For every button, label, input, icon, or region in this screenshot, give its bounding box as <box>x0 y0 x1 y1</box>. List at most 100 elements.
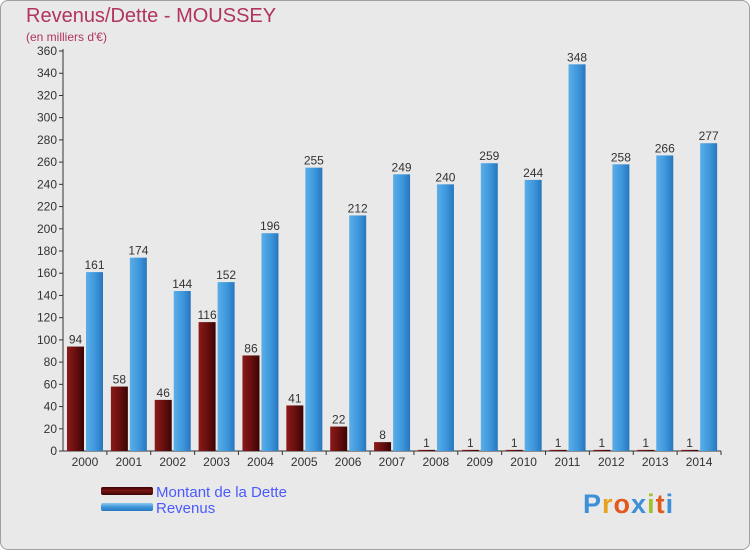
debt-bar <box>330 426 348 451</box>
y-tick-label: 140 <box>37 288 57 302</box>
logo-letter: t <box>655 489 666 519</box>
chart-title: Revenus/Dette - MOUSSEY <box>26 5 277 27</box>
revenue-bar <box>612 164 630 452</box>
revenue-bar <box>524 179 542 451</box>
revenue-bar <box>568 64 586 452</box>
logo-letter: r <box>602 489 614 519</box>
debt-bar <box>681 449 699 451</box>
revenue-data-label: 196 <box>260 219 280 233</box>
y-tick-label: 260 <box>37 155 57 169</box>
debt-data-label: 1 <box>423 436 430 450</box>
debt-bar <box>67 346 84 451</box>
y-tick-label: 60 <box>44 377 58 391</box>
y-tick-label: 220 <box>37 200 57 214</box>
x-tick-label: 2013 <box>642 455 669 469</box>
debt-bar <box>417 449 435 451</box>
debt-bar <box>549 449 567 451</box>
debt-bar <box>593 449 611 451</box>
revenue-bar <box>86 272 103 451</box>
chart-subtitle: (en milliers d'€) <box>26 30 107 44</box>
revenue-bar <box>656 155 674 451</box>
debt-data-label: 46 <box>157 386 171 400</box>
debt-data-label: 58 <box>113 373 127 387</box>
revenue-data-label: 249 <box>392 160 412 174</box>
y-tick-label: 100 <box>37 333 57 347</box>
revenue-data-label: 174 <box>128 244 148 258</box>
y-tick-label: 300 <box>37 111 57 125</box>
logo-letter: o <box>613 489 632 519</box>
debt-bar <box>286 405 304 451</box>
debt-bar <box>198 322 216 451</box>
revenue-data-label: 266 <box>655 141 675 155</box>
x-tick-label: 2011 <box>555 455 581 469</box>
revenue-bar <box>480 163 498 451</box>
y-tick-label: 200 <box>37 222 57 236</box>
y-tick-label: 360 <box>37 44 57 58</box>
y-tick-label: 340 <box>37 66 57 80</box>
revenue-bar <box>700 143 718 451</box>
debt-bar <box>154 399 172 451</box>
debt-bar <box>637 449 655 451</box>
revenue-bar <box>217 282 235 451</box>
y-tick-label: 160 <box>37 266 57 280</box>
y-tick-label: 40 <box>44 400 58 414</box>
y-tick-label: 120 <box>37 311 57 325</box>
revenue-data-label: 212 <box>348 201 368 215</box>
revenue-data-label: 152 <box>216 268 236 282</box>
revenue-bar <box>173 291 191 451</box>
debt-data-label: 1 <box>599 436 606 450</box>
y-tick-label: 180 <box>37 244 57 258</box>
revenue-data-label: 244 <box>523 166 543 180</box>
y-tick-label: 20 <box>44 422 58 436</box>
x-tick-label: 2002 <box>159 455 186 469</box>
debt-bar <box>242 355 260 451</box>
debt-data-label: 1 <box>511 436 518 450</box>
y-tick-label: 320 <box>37 88 57 102</box>
x-tick-label: 2006 <box>335 455 362 469</box>
debt-data-label: 1 <box>642 436 649 450</box>
x-tick-label: 2010 <box>510 455 537 469</box>
debt-data-label: 94 <box>69 333 83 347</box>
debt-bar <box>461 449 479 451</box>
debt-data-label: 1 <box>467 436 474 450</box>
logo-letter: i <box>665 489 675 519</box>
debt-data-label: 1 <box>686 436 693 450</box>
y-tick-label: 280 <box>37 133 57 147</box>
logo-letter: i <box>647 489 656 519</box>
x-tick-label: 2012 <box>598 455 625 469</box>
x-tick-label: 2001 <box>115 455 142 469</box>
x-tick-label: 2000 <box>72 455 99 469</box>
revenue-data-label: 240 <box>435 170 455 184</box>
debt-data-label: 8 <box>379 428 386 442</box>
revenue-data-label: 259 <box>479 149 499 163</box>
revenue-data-label: 144 <box>172 277 192 291</box>
revenue-bar <box>349 215 367 451</box>
legend-swatch-revenus <box>101 503 153 511</box>
revenue-bar <box>261 233 279 451</box>
y-tick-label: 240 <box>37 177 57 191</box>
revenue-data-label: 255 <box>304 154 324 168</box>
x-tick-label: 2007 <box>379 455 406 469</box>
revenue-bar <box>305 167 323 451</box>
y-tick-label: 0 <box>50 444 57 458</box>
revenue-bar <box>393 174 411 452</box>
debt-bar <box>374 442 392 451</box>
legend-label-dette: Montant de la Dette <box>156 484 287 501</box>
debt-bar <box>110 386 128 451</box>
logo-letter: x <box>631 489 648 519</box>
revenue-bar <box>436 184 454 452</box>
x-tick-label: 2008 <box>423 455 450 469</box>
legend-swatch-dette <box>101 487 153 495</box>
debt-bar <box>505 449 523 451</box>
y-tick-label: 80 <box>44 355 58 369</box>
debt-data-label: 22 <box>332 413 346 427</box>
revenue-data-label: 258 <box>611 150 631 164</box>
revenue-data-label: 277 <box>699 129 719 143</box>
debt-data-label: 41 <box>288 391 302 405</box>
legend-label-revenus: Revenus <box>156 500 216 517</box>
revenue-data-label: 348 <box>567 50 587 64</box>
x-tick-label: 2014 <box>686 455 713 469</box>
proxiti-logo: Proxiti <box>583 489 674 520</box>
